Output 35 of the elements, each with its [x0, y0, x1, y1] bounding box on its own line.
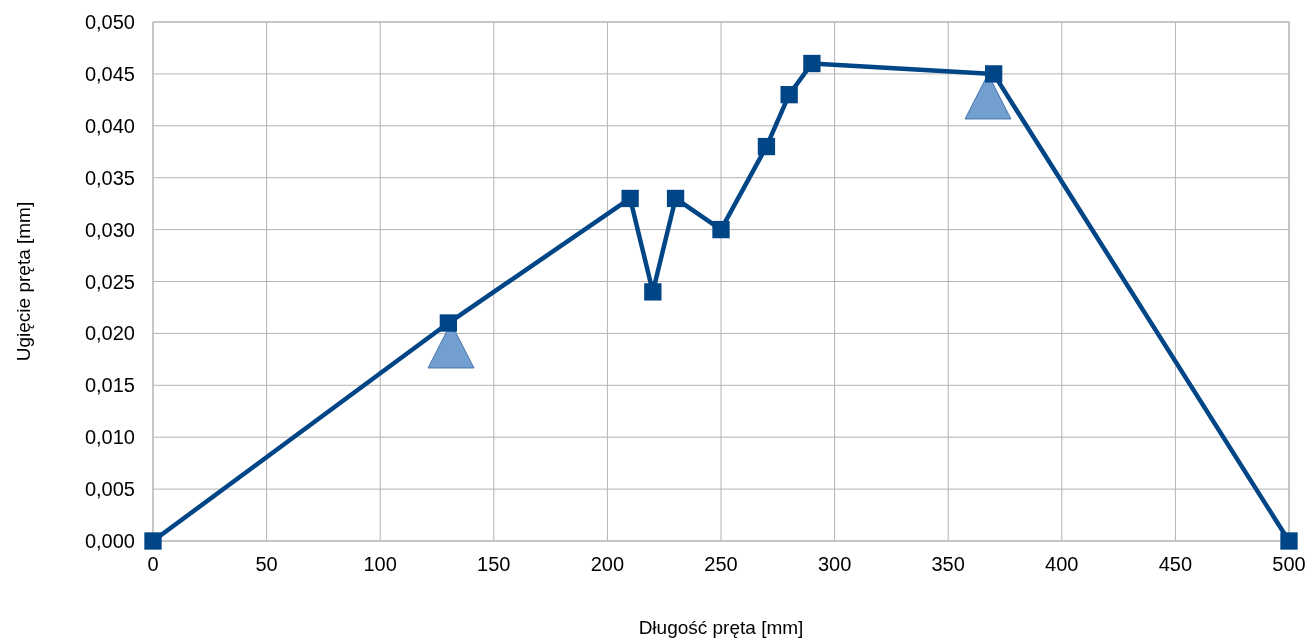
- point: [712, 220, 730, 239]
- point: [1280, 532, 1298, 550]
- x-tick-label: 350: [931, 553, 965, 575]
- point: [780, 86, 798, 104]
- y-tick-label: 0,045: [84, 62, 135, 85]
- point: [803, 54, 821, 73]
- y-tick-label: 0,010: [84, 426, 135, 449]
- point: [439, 314, 458, 332]
- x-tick-label: 0: [147, 553, 159, 575]
- y-tick-label: 0,020: [84, 322, 135, 345]
- y-tick-label: 0,005: [84, 478, 135, 501]
- x-tick-label: 300: [817, 553, 852, 575]
- y-tick-label: 0,050: [84, 11, 135, 33]
- x-tick-label: 150: [477, 553, 511, 575]
- y-tick-label: 0,030: [84, 218, 135, 241]
- y-tick-label: 0,000: [84, 530, 135, 552]
- x-tick-label: 400: [1045, 553, 1079, 575]
- y-axis-title: Ugięcie pręta [mm]: [13, 201, 34, 362]
- x-tick-label: 500: [1272, 553, 1306, 575]
- point: [666, 189, 685, 208]
- point: [984, 65, 1003, 83]
- x-axis-title: Długość pręta [mm]: [638, 617, 804, 638]
- x-tick-label: 450: [1158, 553, 1193, 575]
- point: [144, 532, 162, 550]
- y-tick-label: 0,040: [84, 114, 135, 137]
- point: [757, 137, 776, 156]
- point: [644, 283, 662, 301]
- y-tick-label: 0,025: [84, 270, 135, 293]
- x-tick-label: 200: [590, 553, 625, 575]
- y-tick-label: 0,015: [84, 374, 135, 397]
- x-tick-label: 250: [704, 553, 738, 575]
- x-tick-label: 100: [363, 553, 397, 575]
- x-tick-label: 50: [255, 553, 278, 575]
- y-tick-label: 0,035: [84, 166, 135, 189]
- point: [621, 189, 639, 208]
